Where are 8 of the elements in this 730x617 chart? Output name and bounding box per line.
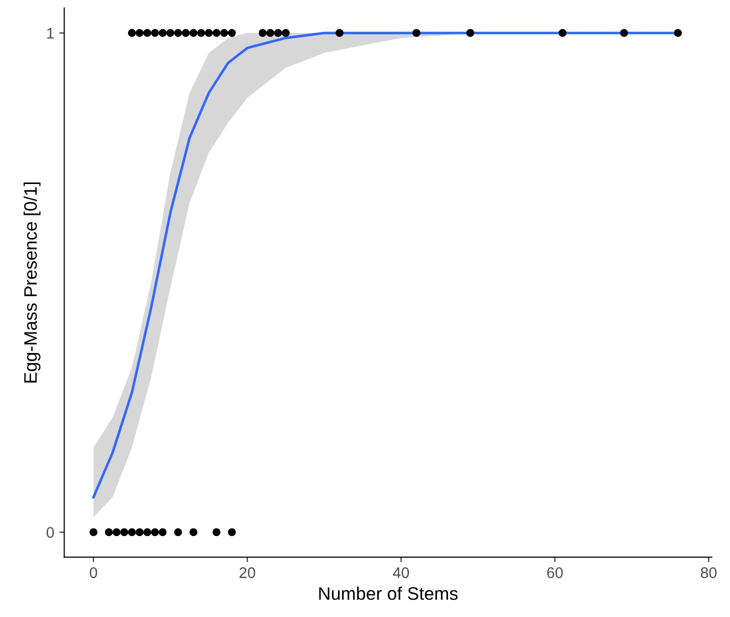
y-tick-label: 1: [47, 28, 54, 39]
x-tick-label: 0: [90, 567, 98, 578]
x-tick-label: 80: [700, 567, 717, 578]
x-tick-label: 60: [547, 567, 563, 578]
y-axis-title: Egg-Mass Presence [0/1]: [24, 182, 40, 382]
x-axis-title: Number of Stems: [319, 586, 458, 600]
x-tick-label: 20: [240, 567, 256, 578]
x-tick-label: 40: [392, 567, 409, 578]
